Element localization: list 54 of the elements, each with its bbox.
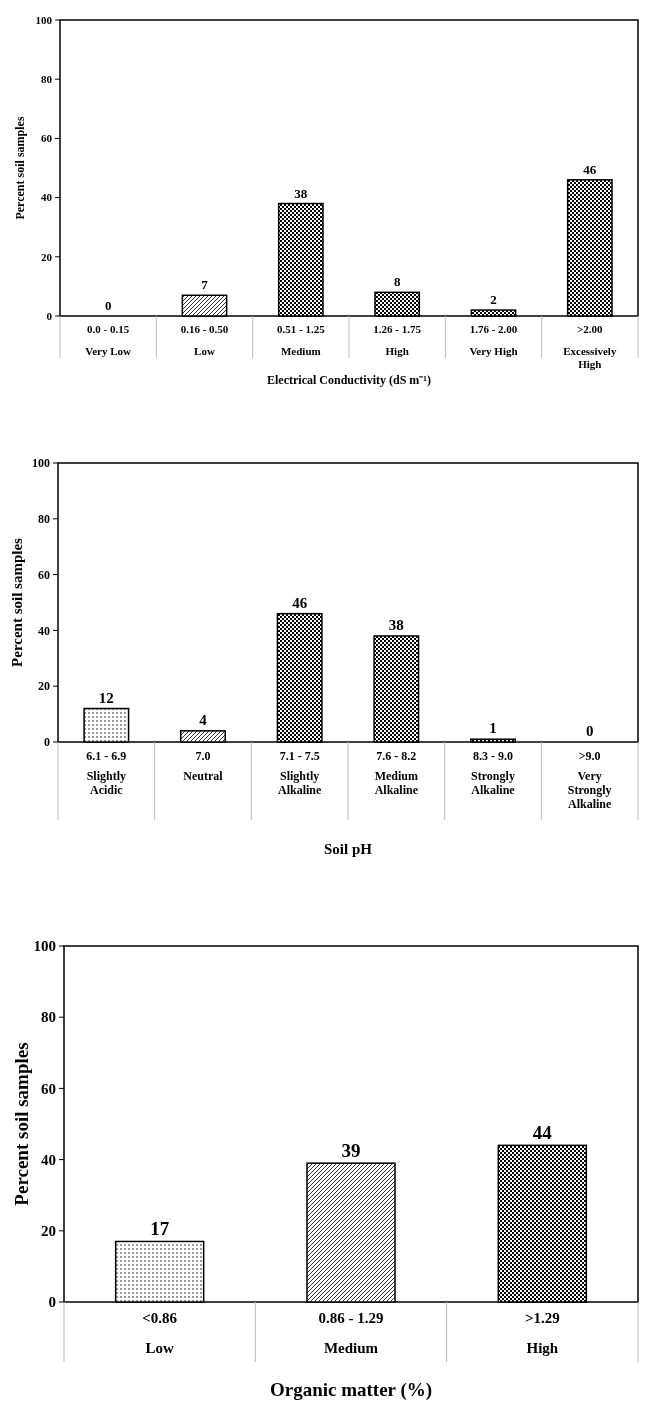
y-tick-label: 100 <box>35 13 53 26</box>
x-tick-label: 7.1 - 7.5 Slightly Alkaline <box>277 749 323 797</box>
y-tick-label: 80 <box>41 1009 56 1026</box>
data-label: 44 <box>532 1122 553 1144</box>
y-tick-label: 40 <box>41 191 53 204</box>
y-tick-label: 100 <box>32 456 50 471</box>
x-tick-label: 1.26 - 1.75 High <box>373 323 422 357</box>
y-tick-label: 0 <box>48 1294 56 1311</box>
x-tick-label: 0.16 - 0.50 Low <box>180 323 229 357</box>
data-label: 12 <box>98 689 114 706</box>
x-tick-label: >2.00 Excessively High <box>563 323 617 370</box>
y-tick-label: 40 <box>41 1151 56 1168</box>
data-label: 4 <box>199 711 208 728</box>
x-tick-label: 0.86 - 1.29 Medium <box>318 1310 384 1356</box>
data-label: 1 <box>489 720 497 737</box>
data-label: 7 <box>201 277 209 293</box>
y-tick-label: 60 <box>38 567 50 582</box>
y-tick-label: 80 <box>41 73 53 86</box>
data-label: 39 <box>341 1140 361 1162</box>
y-tick-label: 60 <box>41 1080 56 1097</box>
data-label: 0 <box>585 723 594 739</box>
y-tick-label: 80 <box>38 512 50 526</box>
data-label: 38 <box>388 616 404 633</box>
data-label: 17 <box>150 1218 170 1240</box>
x-tick-label: >1.29 High <box>524 1310 560 1356</box>
x-tick-label: 1.76 - 2.00 Very High <box>469 323 518 357</box>
x-tick-label: >9.0 Very Strongly Alkaline <box>567 749 613 811</box>
y-axis-title: Percent soil samples <box>11 1042 32 1206</box>
x-tick-label: <0.86 Low <box>142 1310 178 1356</box>
x-tick-label: 0.51 - 1.25 Medium <box>277 323 326 357</box>
y-tick-label: 40 <box>38 623 50 638</box>
x-axis-title: Electrical Conductivity (dS m⁻¹) <box>267 373 431 387</box>
x-axis-title: Organic matter (%) <box>269 1379 433 1401</box>
x-tick-label: 0.0 - 0.15 Very Low <box>85 323 132 357</box>
y-tick-label: 20 <box>41 1223 56 1240</box>
y-tick-label: 60 <box>41 132 53 145</box>
data-label: 2 <box>490 292 497 308</box>
x-tick-label: 7.6 - 8.2 Medium Alkaline <box>374 749 419 797</box>
y-tick-label: 0 <box>46 309 53 322</box>
y-axis-title: Percent soil samples <box>13 116 27 220</box>
data-label: 46 <box>583 161 597 177</box>
y-tick-label: 20 <box>41 250 53 263</box>
y-tick-label: 100 <box>33 938 56 955</box>
y-tick-label: 20 <box>38 679 50 694</box>
x-tick-label: 8.3 - 9.0 Strongly Alkaline <box>471 749 516 797</box>
x-tick-label: 7.0 Neutral <box>183 749 224 783</box>
x-axis-title: Soil pH <box>324 841 373 857</box>
x-tick-label: 6.1 - 6.9 Slightly Acidic <box>86 749 127 797</box>
data-label: 38 <box>294 185 308 201</box>
data-label: 46 <box>292 594 308 611</box>
y-axis-title: Percent soil samples <box>9 537 25 667</box>
data-label: 8 <box>393 274 401 290</box>
y-tick-label: 0 <box>44 735 50 750</box>
data-label: 0 <box>104 298 112 313</box>
